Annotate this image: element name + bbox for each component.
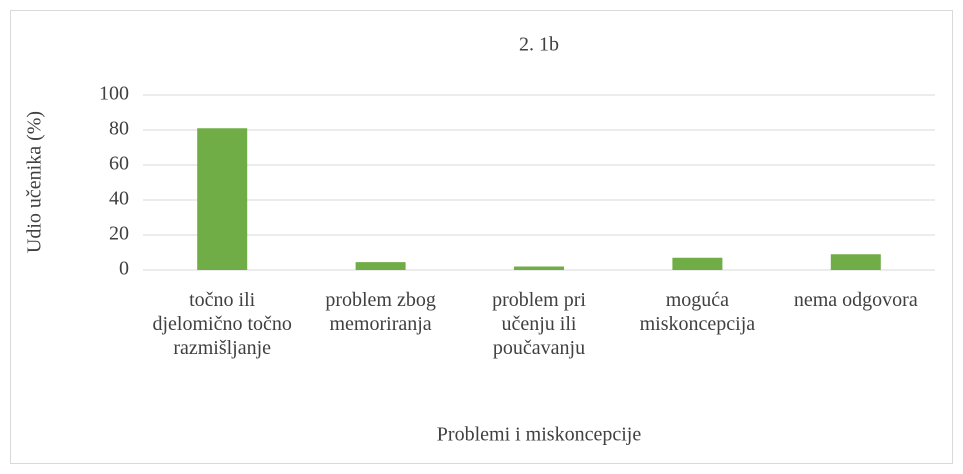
bar	[197, 128, 248, 270]
y-tick-label: 20	[109, 223, 129, 245]
y-tick-label: 100	[99, 83, 129, 105]
x-tick-label: problem zbog memoriranja	[325, 289, 436, 335]
y-axis-label: Udio učenika (%)	[24, 111, 46, 253]
y-tick-label: 60	[109, 153, 129, 175]
bar	[672, 257, 723, 270]
chart-title: 2. 1b	[519, 34, 559, 56]
bar	[830, 254, 881, 270]
y-tick-label: 0	[119, 258, 129, 280]
bar	[355, 262, 406, 270]
x-tick-label: točno ili djelomično točno razmišljanje	[152, 289, 292, 359]
chart-border	[10, 10, 953, 464]
x-tick-label: nema odgovora	[793, 289, 918, 311]
y-tick-label: 80	[109, 118, 129, 140]
x-axis-label: Problemi i miskoncepcije	[437, 424, 642, 446]
bar	[514, 266, 564, 270]
x-tick-label: problem pri učenju ili poučavanju	[492, 289, 586, 359]
x-tick-label: moguća miskoncepcija	[639, 289, 756, 335]
y-tick-label: 40	[109, 188, 129, 210]
